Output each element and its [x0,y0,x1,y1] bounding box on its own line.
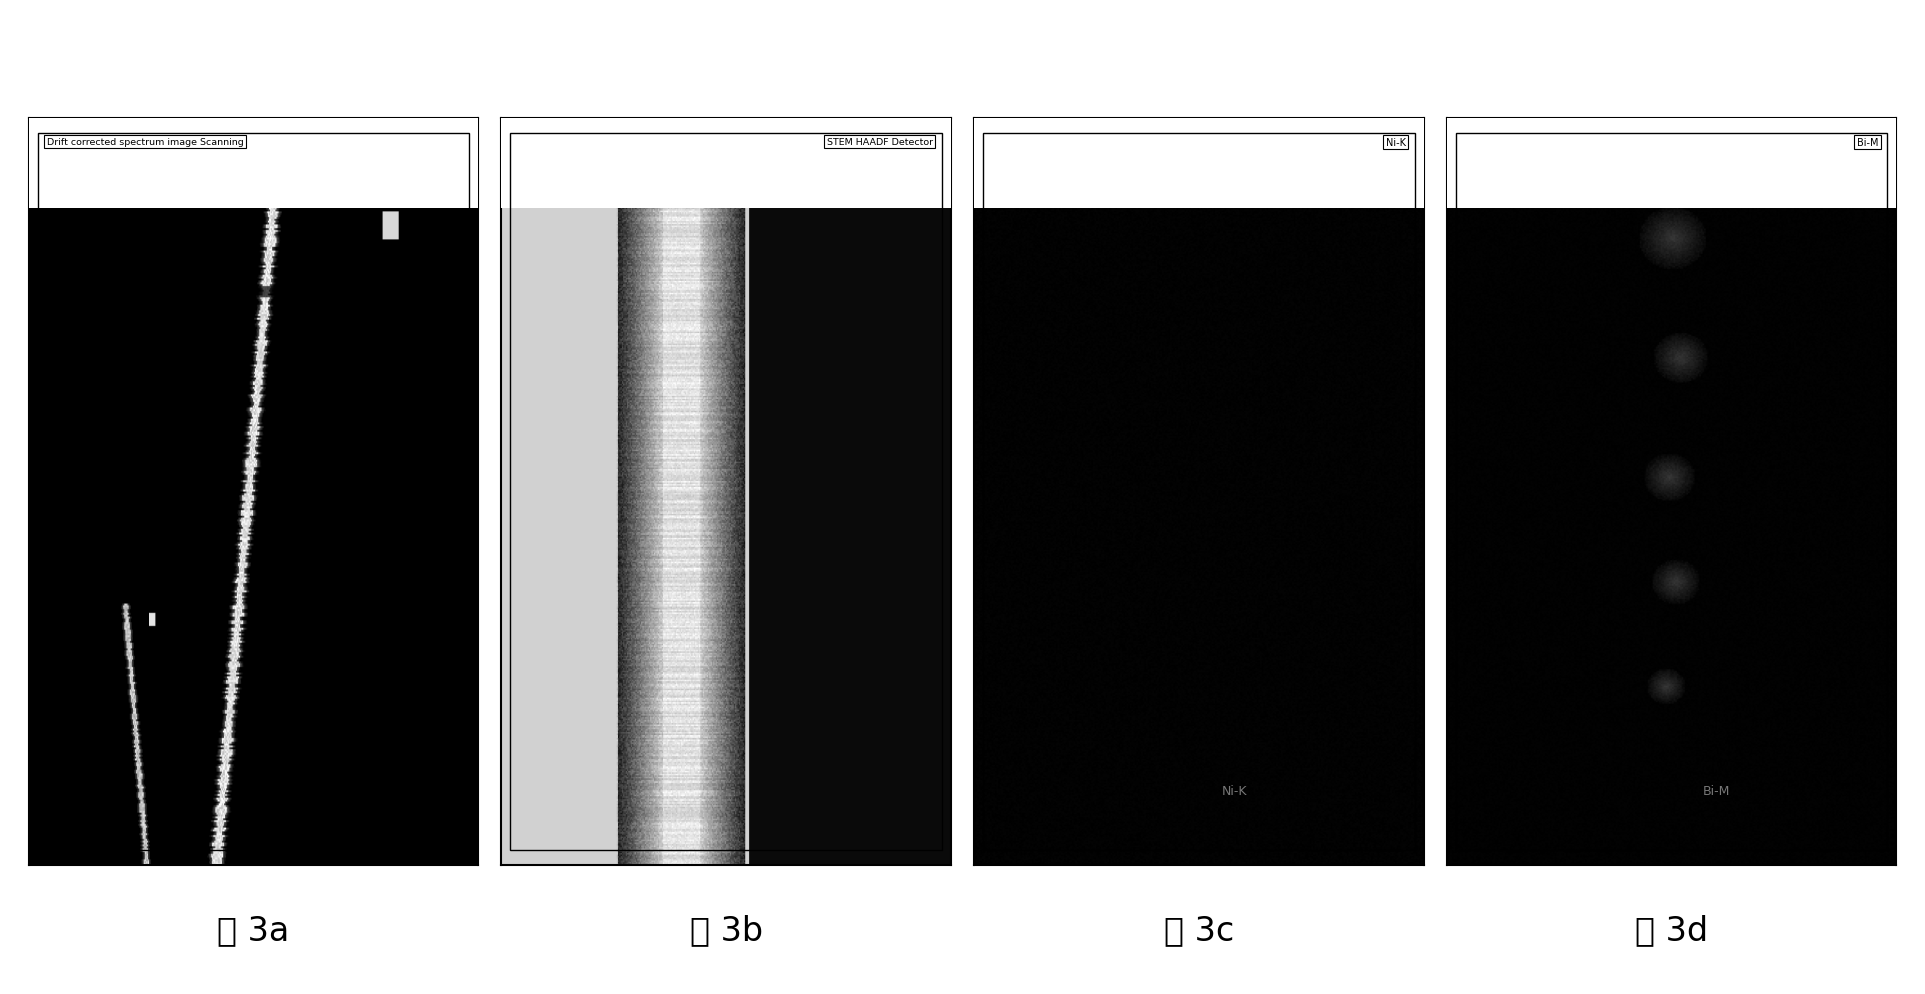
Text: STEM HAADF Detector: STEM HAADF Detector [828,138,934,147]
Text: Drift corrected spectrum image Scanning: Drift corrected spectrum image Scanning [46,138,244,147]
Text: Ni-K: Ni-K [1222,783,1247,797]
Bar [974,119,1424,209]
Text: Bi-M: Bi-M [1856,138,1879,148]
Text: 图 3d: 图 3d [1634,912,1707,946]
Text: Bi-M: Bi-M [1702,783,1731,797]
Text: 图 3c: 图 3c [1165,912,1234,946]
Bar [500,119,951,209]
Text: Ni-K: Ni-K [1386,138,1405,148]
Text: 图 3b: 图 3b [689,912,762,946]
Bar [29,119,477,209]
Bar [1448,119,1896,209]
Text: 图 3a: 图 3a [218,912,291,946]
